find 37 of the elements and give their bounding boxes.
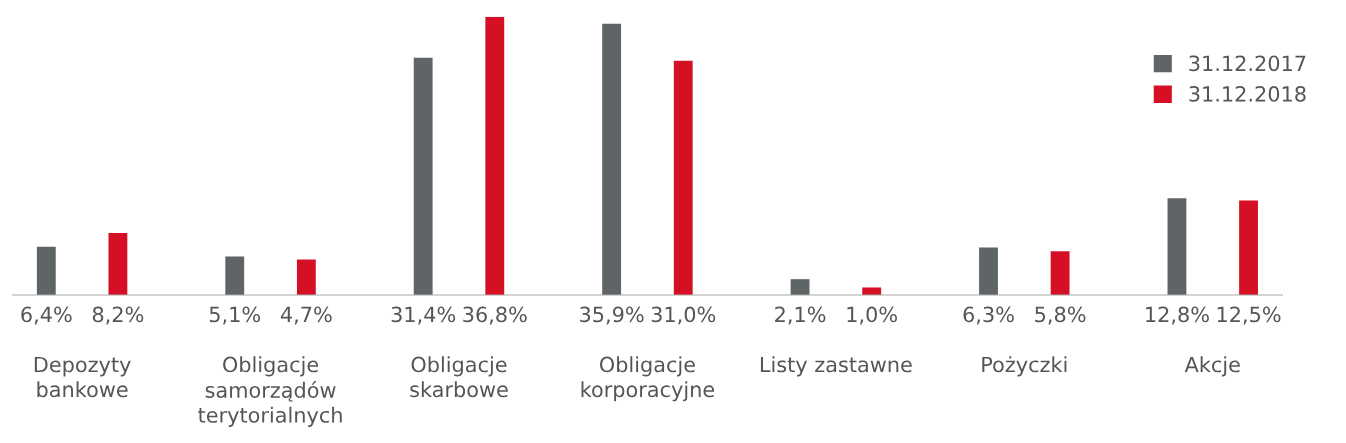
data-label: 36,8% [463, 306, 527, 325]
data-label: 6,4% [21, 306, 72, 325]
data-label: 12,5% [1217, 306, 1281, 325]
bar [296, 259, 316, 296]
bar [790, 279, 810, 296]
bar [1050, 251, 1070, 296]
data-label: 35,9% [580, 306, 644, 325]
data-label: 1,0% [847, 306, 897, 325]
data-label: 6,3% [963, 306, 1014, 325]
data-label: 4,7% [280, 306, 332, 325]
bar [108, 233, 128, 296]
data-label: 5,1% [209, 306, 261, 325]
bar [1239, 200, 1258, 296]
legend-label: 31.12.2017 [1189, 55, 1306, 72]
bar [673, 60, 693, 296]
x-tick-label: Listy zastawne [760, 356, 912, 377]
bar [36, 246, 56, 296]
x-tick-label: Depozyty bankowe [34, 356, 131, 398]
data-label: 31,0% [651, 306, 716, 325]
x-tick-label: Obligacje samorządów terytorialnych [198, 356, 342, 427]
data-label: 31,4% [391, 306, 456, 325]
data-label: 2,1% [775, 306, 826, 325]
x-tick-label: Pożyczki [982, 356, 1067, 377]
bar [413, 57, 433, 296]
bar [862, 287, 882, 296]
x-tick-label: Obligacje skarbowe [410, 356, 508, 398]
data-label: 12,8% [1146, 306, 1209, 325]
bar [485, 16, 505, 296]
bar [1167, 198, 1187, 296]
legend-label: 31.12.2018 [1189, 86, 1306, 102]
x-tick-label: Akcje [1184, 356, 1240, 377]
x-tick-label: Obligacje korporacyjne [581, 356, 715, 402]
bar [979, 247, 998, 296]
data-label: 8,2% [92, 306, 144, 325]
bar [602, 23, 622, 296]
data-label: 5,8% [1035, 306, 1086, 325]
bar [225, 256, 245, 296]
